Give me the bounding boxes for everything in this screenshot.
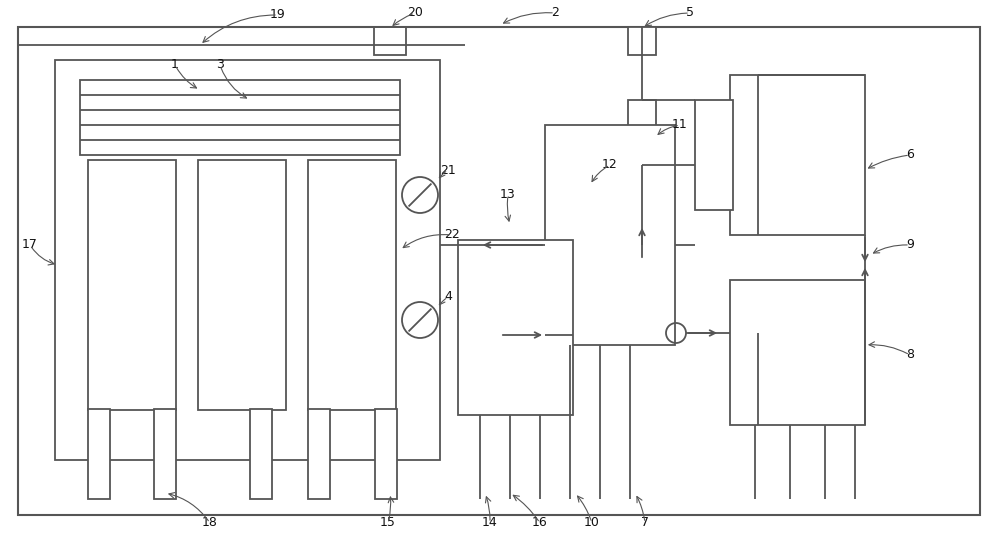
Text: 10: 10 — [584, 517, 600, 529]
Text: 1: 1 — [171, 58, 179, 72]
Bar — [18, 27, 980, 515]
Bar — [308, 409, 330, 499]
Bar — [88, 409, 110, 499]
Text: 19: 19 — [270, 8, 286, 22]
Bar — [628, 100, 656, 165]
Text: 20: 20 — [407, 7, 423, 19]
Text: 16: 16 — [532, 517, 548, 529]
Bar — [80, 80, 400, 155]
Bar — [458, 240, 573, 415]
Bar — [730, 280, 865, 425]
Text: 14: 14 — [482, 517, 498, 529]
Bar — [374, 27, 406, 55]
Bar — [308, 160, 396, 410]
Bar — [55, 60, 440, 460]
Bar — [154, 409, 176, 499]
Bar — [375, 409, 397, 499]
Text: 12: 12 — [602, 159, 618, 171]
Text: 3: 3 — [216, 58, 224, 72]
Bar — [88, 160, 176, 410]
Bar — [628, 27, 656, 55]
Text: 8: 8 — [906, 349, 914, 361]
Bar — [730, 75, 865, 235]
Bar — [250, 409, 272, 499]
Text: 9: 9 — [906, 239, 914, 251]
Text: 5: 5 — [686, 7, 694, 19]
Text: 22: 22 — [444, 229, 460, 241]
Bar — [695, 100, 733, 210]
Text: 6: 6 — [906, 149, 914, 162]
Text: 18: 18 — [202, 517, 218, 529]
Text: 13: 13 — [500, 189, 516, 201]
Text: 7: 7 — [641, 517, 649, 529]
Text: 4: 4 — [444, 290, 452, 304]
Text: 17: 17 — [22, 239, 38, 251]
Text: 2: 2 — [551, 7, 559, 19]
Bar — [545, 125, 675, 345]
Text: 15: 15 — [380, 517, 396, 529]
Text: 21: 21 — [440, 164, 456, 176]
Text: 11: 11 — [672, 119, 688, 132]
Bar — [198, 160, 286, 410]
